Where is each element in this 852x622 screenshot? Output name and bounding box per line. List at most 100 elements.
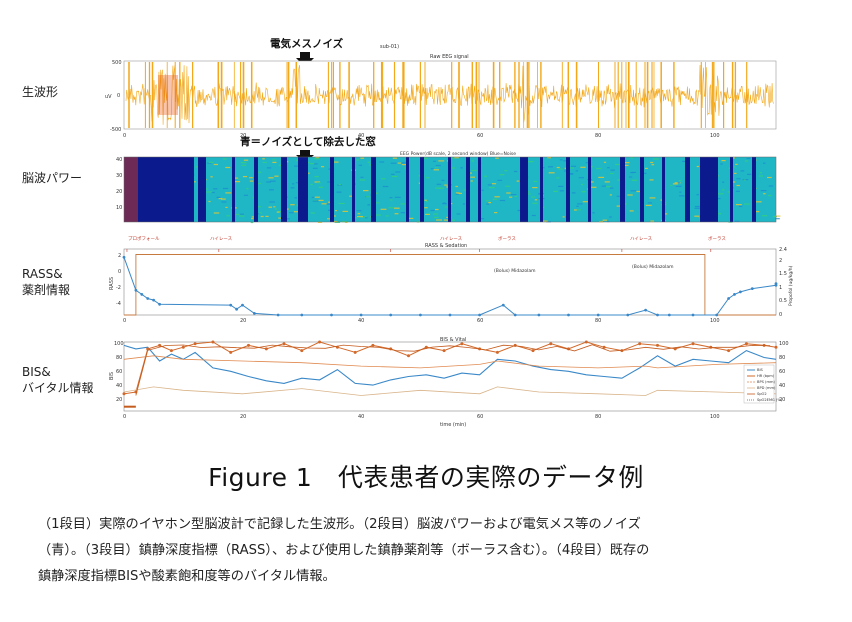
- power-cell: [239, 215, 245, 217]
- power-cell: [715, 198, 721, 200]
- power-cell: [526, 191, 530, 193]
- row-label-bis-2: バイタル情報: [22, 381, 94, 395]
- power-cell: [338, 184, 342, 186]
- power-cell: [679, 191, 682, 193]
- power-cell: [494, 196, 500, 198]
- caption-line: 鎮静深度指標BISや酸素飽和度等のバイタル情報。: [38, 569, 336, 584]
- noise-window: [281, 157, 287, 222]
- power-cell: [488, 202, 492, 204]
- panel2-ytick: 20: [116, 189, 122, 195]
- power-cell: [369, 164, 372, 166]
- rass-point: [750, 287, 754, 290]
- power-cell: [754, 211, 760, 213]
- panel3-ytick: 2: [118, 253, 121, 259]
- panel3-yticks: 2 0 -2 -4: [116, 253, 121, 307]
- panel4-ytick: 40: [116, 383, 122, 389]
- annotation-electrosurgical-noise: 電気メスノイズ: [270, 37, 344, 50]
- power-cell: [260, 215, 264, 218]
- power-cell: [504, 170, 508, 172]
- power-cell: [695, 205, 700, 208]
- noise-window: [685, 157, 690, 222]
- power-cell: [240, 162, 247, 164]
- power-cell: [569, 167, 574, 169]
- power-cell: [256, 171, 262, 173]
- event-label: ハイレース: [630, 236, 653, 242]
- power-cell: [580, 166, 586, 168]
- power-cell: [430, 168, 434, 170]
- panel4-ylabel: BIS: [109, 372, 115, 380]
- noise-window: [662, 157, 665, 222]
- power-cell: [585, 162, 590, 164]
- power-cell: [571, 192, 576, 194]
- power-cell: [356, 159, 359, 161]
- power-cell: [286, 208, 289, 210]
- power-cell: [514, 170, 518, 173]
- power-cell: [605, 186, 611, 188]
- power-cell: [571, 165, 576, 167]
- legend-entry: BPS (mm): [757, 380, 775, 384]
- power-cell: [599, 221, 604, 223]
- power-cell: [601, 185, 607, 187]
- power-cell: [266, 181, 271, 183]
- noise-window: [640, 157, 644, 222]
- panel4-y2tick: 20: [779, 397, 785, 403]
- rass-point: [667, 313, 671, 317]
- panel1-xtick: 20: [240, 133, 246, 139]
- rass-point: [389, 313, 393, 317]
- power-cell: [722, 189, 725, 191]
- power-cell: [382, 185, 389, 188]
- power-cell: [318, 186, 324, 188]
- power-cell: [697, 217, 702, 219]
- power-cell: [278, 164, 282, 166]
- power-cell: [588, 181, 594, 183]
- power-cell: [744, 203, 751, 205]
- panel4-y2tick: 60: [779, 369, 785, 375]
- power-cell: [488, 187, 495, 189]
- power-cell: [559, 159, 563, 161]
- power-cell: [269, 189, 274, 191]
- power-cell: [735, 204, 742, 206]
- power-cell: [617, 179, 622, 181]
- panel4-ytick: 60: [116, 369, 122, 375]
- power-cell: [569, 173, 574, 175]
- row-label-eeg-power: 脳波パワー: [22, 171, 82, 185]
- hr-point: [318, 340, 322, 344]
- power-cell: [315, 157, 320, 159]
- power-cell: [768, 185, 774, 187]
- panel3-y2tick: 1: [779, 285, 782, 291]
- panel3-note: (Bolus) Midazolam: [632, 264, 673, 270]
- power-cell: [397, 162, 402, 164]
- panel3-ytick: -2: [116, 285, 121, 291]
- power-cell: [505, 185, 511, 187]
- power-cell: [436, 219, 442, 221]
- panel3-frame: [123, 248, 777, 316]
- power-cell: [674, 182, 681, 184]
- power-cell: [609, 187, 614, 189]
- rass-point: [241, 303, 244, 307]
- power-cell: [624, 203, 627, 205]
- noise-window: [254, 157, 258, 222]
- power-cell: [514, 195, 518, 197]
- power-cell: [564, 170, 567, 172]
- figure-caption-title: Figure 1 代表患者の実際のデータ例: [208, 463, 644, 492]
- power-cell: [334, 210, 338, 212]
- power-cell: [268, 206, 273, 208]
- noise-window: [150, 157, 194, 222]
- rass-point: [733, 293, 736, 296]
- power-cell: [327, 218, 333, 220]
- power-cell: [547, 166, 554, 168]
- power-cell: [435, 187, 441, 189]
- rass-point: [626, 313, 630, 317]
- power-cell: [743, 179, 746, 181]
- panel3-xtick: 40: [358, 318, 364, 324]
- hr-point: [247, 343, 250, 347]
- power-cell: [292, 183, 295, 185]
- rass-point: [644, 308, 647, 312]
- power-cell: [394, 213, 399, 215]
- hr-point: [282, 342, 286, 346]
- panel2-ytick: 40: [116, 157, 122, 163]
- power-cell: [630, 157, 634, 159]
- rass-point: [419, 313, 422, 317]
- power-cell: [630, 190, 637, 192]
- panel1-xtick: 60: [477, 133, 483, 139]
